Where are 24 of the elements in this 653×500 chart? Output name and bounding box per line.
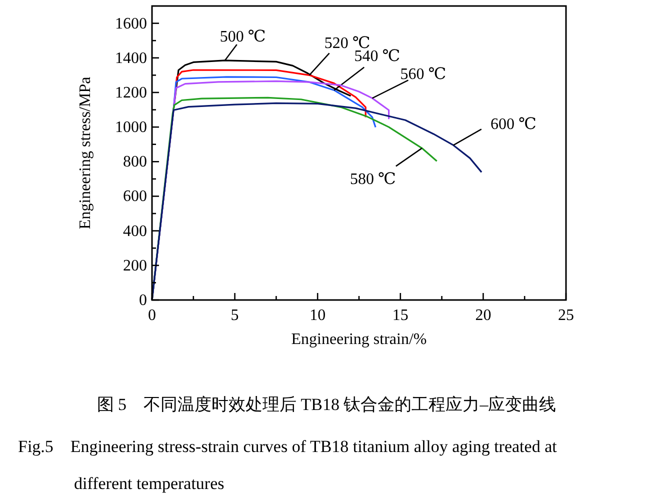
text: Fig.5 Engineering stress-strain curves of TB18 titanium alloy aging treated at different temperatures <box>18 437 558 493</box>
y-tick-label: 1600 <box>115 15 147 32</box>
x-tick-label: 15 <box>392 307 408 324</box>
y-tick-label: 0 <box>139 292 147 309</box>
text: 600 ℃ <box>490 116 536 134</box>
y-tick-label: 400 <box>123 222 147 240</box>
y-tick-label: 1400 <box>115 50 147 67</box>
x-tick-label: 25 <box>558 307 574 324</box>
y-tick-label: 1200 <box>115 84 147 102</box>
text: 580 ℃ <box>350 171 396 188</box>
line-series <box>151 102 482 301</box>
series-label: 500 ℃ <box>220 28 266 46</box>
y-tick-label: 200 <box>123 257 147 274</box>
y-tick-label: 600 <box>123 188 147 206</box>
y-axis-title: Engineering stress/MPa <box>77 76 94 230</box>
text: 图 5 不同温度时效处理后 TB18 钛合金的工程应力–应变曲线 <box>96 395 556 414</box>
x-tick-label: 5 <box>230 307 239 324</box>
series-label: 560 ℃ <box>400 66 446 84</box>
x-tick-label: 10 <box>310 307 326 324</box>
series-label: 540 ℃ <box>354 48 400 66</box>
x-tick-label: 20 <box>475 307 492 324</box>
x-axis-title: Engineering strain/% <box>291 331 427 348</box>
y-tick-label: 1000 <box>115 119 147 136</box>
y-tick-label: 800 <box>123 154 147 171</box>
